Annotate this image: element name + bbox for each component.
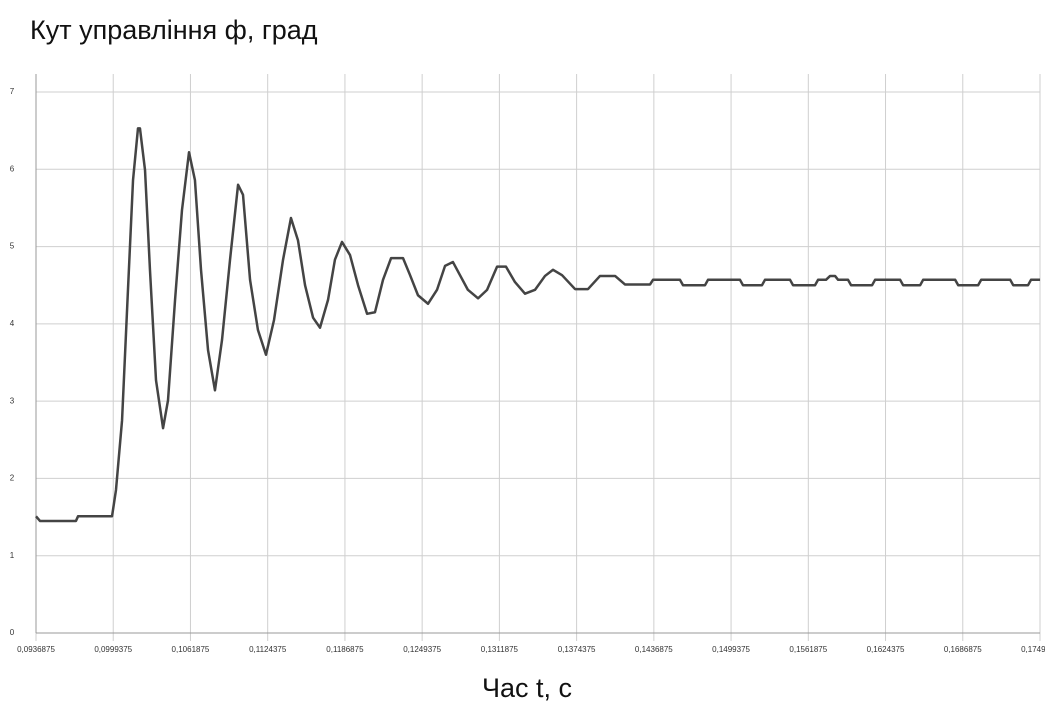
x-tick-label: 0,1249375 xyxy=(403,645,441,654)
y-tick-label: 6 xyxy=(10,164,15,173)
x-tick-label: 0,0999375 xyxy=(94,645,132,654)
x-tick-label: 0,0936875 xyxy=(17,645,55,654)
y-tick-label: 0 xyxy=(10,628,15,637)
y-tick-label: 4 xyxy=(10,319,15,328)
x-tick-label: 0,1124375 xyxy=(249,645,287,654)
x-tick-label: 0,1436875 xyxy=(635,645,673,654)
x-tick-label: 0,1311875 xyxy=(481,645,519,654)
y-tick-label: 3 xyxy=(10,396,15,405)
data-line xyxy=(35,127,1041,523)
chart-title: Кут управління ф, град xyxy=(30,15,318,45)
y-tick-label: 1 xyxy=(10,551,15,560)
x-tick-label: 0,1061875 xyxy=(172,645,210,654)
x-axis-label: Час t, с xyxy=(482,673,572,703)
x-tick-label: 0,1749375 xyxy=(1021,645,1045,654)
x-tick-label: 0,1624375 xyxy=(867,645,905,654)
x-tick-label: 0,1561875 xyxy=(789,645,827,654)
x-tick-label: 0,1186875 xyxy=(326,645,364,654)
x-tick-label: 0,1686875 xyxy=(944,645,982,654)
x-tick-label: 0,1374375 xyxy=(558,645,596,654)
y-tick-label: 2 xyxy=(10,474,15,483)
y-tick-label: 7 xyxy=(10,87,15,96)
x-tick-label: 0,1499375 xyxy=(712,645,750,654)
y-tick-label: 5 xyxy=(10,242,15,251)
